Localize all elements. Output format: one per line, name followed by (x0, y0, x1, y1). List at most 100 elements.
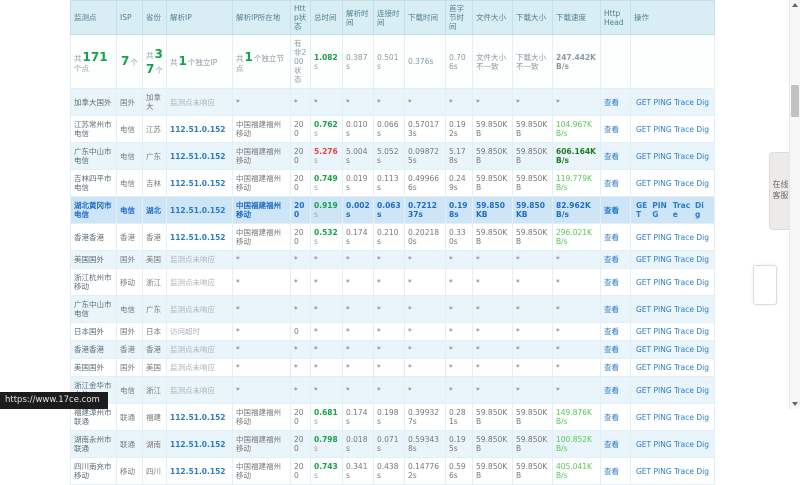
dig-link[interactable]: Dig (696, 466, 709, 476)
view-http-head-link[interactable]: 查看 (604, 412, 619, 422)
trace-link[interactable]: Trace (674, 412, 694, 422)
column-header-10[interactable]: 首字节时间 (445, 0, 473, 35)
ping-link[interactable]: PING (653, 345, 672, 354)
ping-link[interactable]: PING (653, 439, 672, 449)
dig-link[interactable]: Dig (695, 201, 704, 219)
get-link[interactable]: GET (636, 232, 652, 242)
trace-link[interactable]: Trace (674, 151, 694, 161)
view-http-head-link[interactable]: 查看 (604, 385, 619, 395)
ping-link[interactable]: PING (653, 412, 672, 422)
trace-link[interactable]: Trace (674, 304, 694, 314)
get-link[interactable]: GET (636, 304, 652, 314)
view-http-head-link[interactable]: 查看 (604, 151, 619, 161)
view-http-head-link[interactable]: 查看 (604, 345, 619, 354)
dig-link[interactable]: Dig (696, 97, 709, 107)
ping-link[interactable]: PING (653, 151, 672, 161)
column-header-4[interactable]: 解析IP所在地 (232, 0, 291, 35)
dig-link[interactable]: Dig (696, 412, 709, 422)
view-http-head-link[interactable]: 查看 (604, 178, 619, 188)
view-http-head-link[interactable]: 查看 (604, 439, 619, 449)
dig-link[interactable]: Dig (696, 439, 709, 449)
trace-link[interactable]: Trace (674, 345, 694, 354)
ping-link[interactable]: PING (653, 277, 672, 287)
column-header-8[interactable]: 连接时间 (373, 0, 405, 35)
column-header-2[interactable]: 省份 (142, 0, 167, 35)
dig-link[interactable]: Dig (696, 178, 709, 188)
get-link[interactable]: GET (636, 124, 652, 134)
trace-link[interactable]: Trace (674, 439, 694, 449)
dig-link[interactable]: Dig (696, 304, 709, 314)
view-http-head-link[interactable]: 查看 (604, 304, 619, 314)
scrollbar-down-arrow-icon[interactable] (792, 402, 798, 406)
column-header-14[interactable]: Http Head (600, 0, 631, 35)
view-http-head-link[interactable]: 查看 (604, 277, 619, 287)
get-link[interactable]: GET (636, 97, 652, 107)
view-http-head-link[interactable]: 查看 (604, 327, 619, 336)
column-header-0[interactable]: 监测点 (70, 0, 117, 35)
resolved-ip-link[interactable]: 112.51.0.152 (170, 466, 226, 476)
resolved-ip-link[interactable]: 112.51.0.152 (170, 205, 226, 215)
ping-link[interactable]: PING (652, 201, 667, 219)
dig-link[interactable]: Dig (696, 124, 709, 134)
resolved-ip-link[interactable]: 112.51.0.152 (170, 439, 226, 449)
column-header-3[interactable]: 解析IP (166, 0, 233, 35)
dig-link[interactable]: Dig (696, 385, 709, 395)
ping-link[interactable]: PING (653, 255, 672, 264)
floating-widget-box[interactable] (753, 265, 777, 305)
ping-link[interactable]: PING (653, 385, 672, 395)
view-http-head-link[interactable]: 查看 (604, 255, 619, 264)
view-http-head-link[interactable]: 查看 (604, 363, 619, 372)
ping-link[interactable]: PING (653, 363, 672, 372)
scrollbar-thumb[interactable] (791, 85, 799, 117)
column-header-15[interactable]: 操作 (630, 0, 715, 35)
get-link[interactable]: GET (636, 178, 652, 188)
trace-link[interactable]: Trace (674, 277, 694, 287)
trace-link[interactable]: Trace (674, 178, 694, 188)
column-header-11[interactable]: 文件大小 (472, 0, 513, 35)
column-header-5[interactable]: Http状态 (290, 0, 311, 35)
trace-link[interactable]: Trace (674, 385, 694, 395)
resolved-ip-link[interactable]: 112.51.0.152 (170, 151, 226, 161)
ping-link[interactable]: PING (653, 97, 672, 107)
get-link[interactable]: GET (636, 385, 652, 395)
column-header-6[interactable]: 总时间 (310, 0, 343, 35)
dig-link[interactable]: Dig (696, 151, 709, 161)
get-link[interactable]: GET (636, 327, 652, 336)
trace-link[interactable]: Trace (674, 124, 694, 134)
ping-link[interactable]: PING (653, 466, 672, 476)
get-link[interactable]: GET (636, 277, 652, 287)
view-http-head-link[interactable]: 查看 (604, 97, 619, 107)
get-link[interactable]: GET (636, 412, 652, 422)
trace-link[interactable]: Trace (674, 327, 694, 336)
get-link[interactable]: GET (636, 201, 648, 219)
get-link[interactable]: GET (636, 439, 652, 449)
ping-link[interactable]: PING (653, 232, 672, 242)
view-http-head-link[interactable]: 查看 (604, 466, 619, 476)
column-header-12[interactable]: 下载大小 (512, 0, 553, 35)
ping-link[interactable]: PING (653, 124, 672, 134)
ping-link[interactable]: PING (653, 327, 672, 336)
dig-link[interactable]: Dig (696, 327, 709, 336)
dig-link[interactable]: Dig (696, 363, 709, 372)
get-link[interactable]: GET (636, 255, 652, 264)
column-header-9[interactable]: 下载时间 (404, 0, 446, 35)
resolved-ip-link[interactable]: 112.51.0.152 (170, 178, 226, 188)
trace-link[interactable]: Trace (674, 232, 694, 242)
ping-link[interactable]: PING (653, 304, 672, 314)
online-customer-service-tab[interactable]: 在线客服 (769, 152, 791, 230)
trace-link[interactable]: Trace (674, 255, 694, 264)
trace-link[interactable]: Trace (672, 201, 691, 219)
scrollbar-up-arrow-icon[interactable] (792, 3, 798, 7)
trace-link[interactable]: Trace (674, 466, 694, 476)
vertical-scrollbar[interactable] (789, 0, 800, 409)
dig-link[interactable]: Dig (696, 232, 709, 242)
dig-link[interactable]: Dig (696, 255, 709, 264)
dig-link[interactable]: Dig (696, 277, 709, 287)
resolved-ip-link[interactable]: 112.51.0.152 (170, 124, 226, 134)
get-link[interactable]: GET (636, 345, 652, 354)
column-header-7[interactable]: 解析时间 (342, 0, 374, 35)
view-http-head-link[interactable]: 查看 (604, 232, 619, 242)
view-http-head-link[interactable]: 查看 (604, 124, 619, 134)
trace-link[interactable]: Trace (674, 97, 694, 107)
get-link[interactable]: GET (636, 363, 652, 372)
